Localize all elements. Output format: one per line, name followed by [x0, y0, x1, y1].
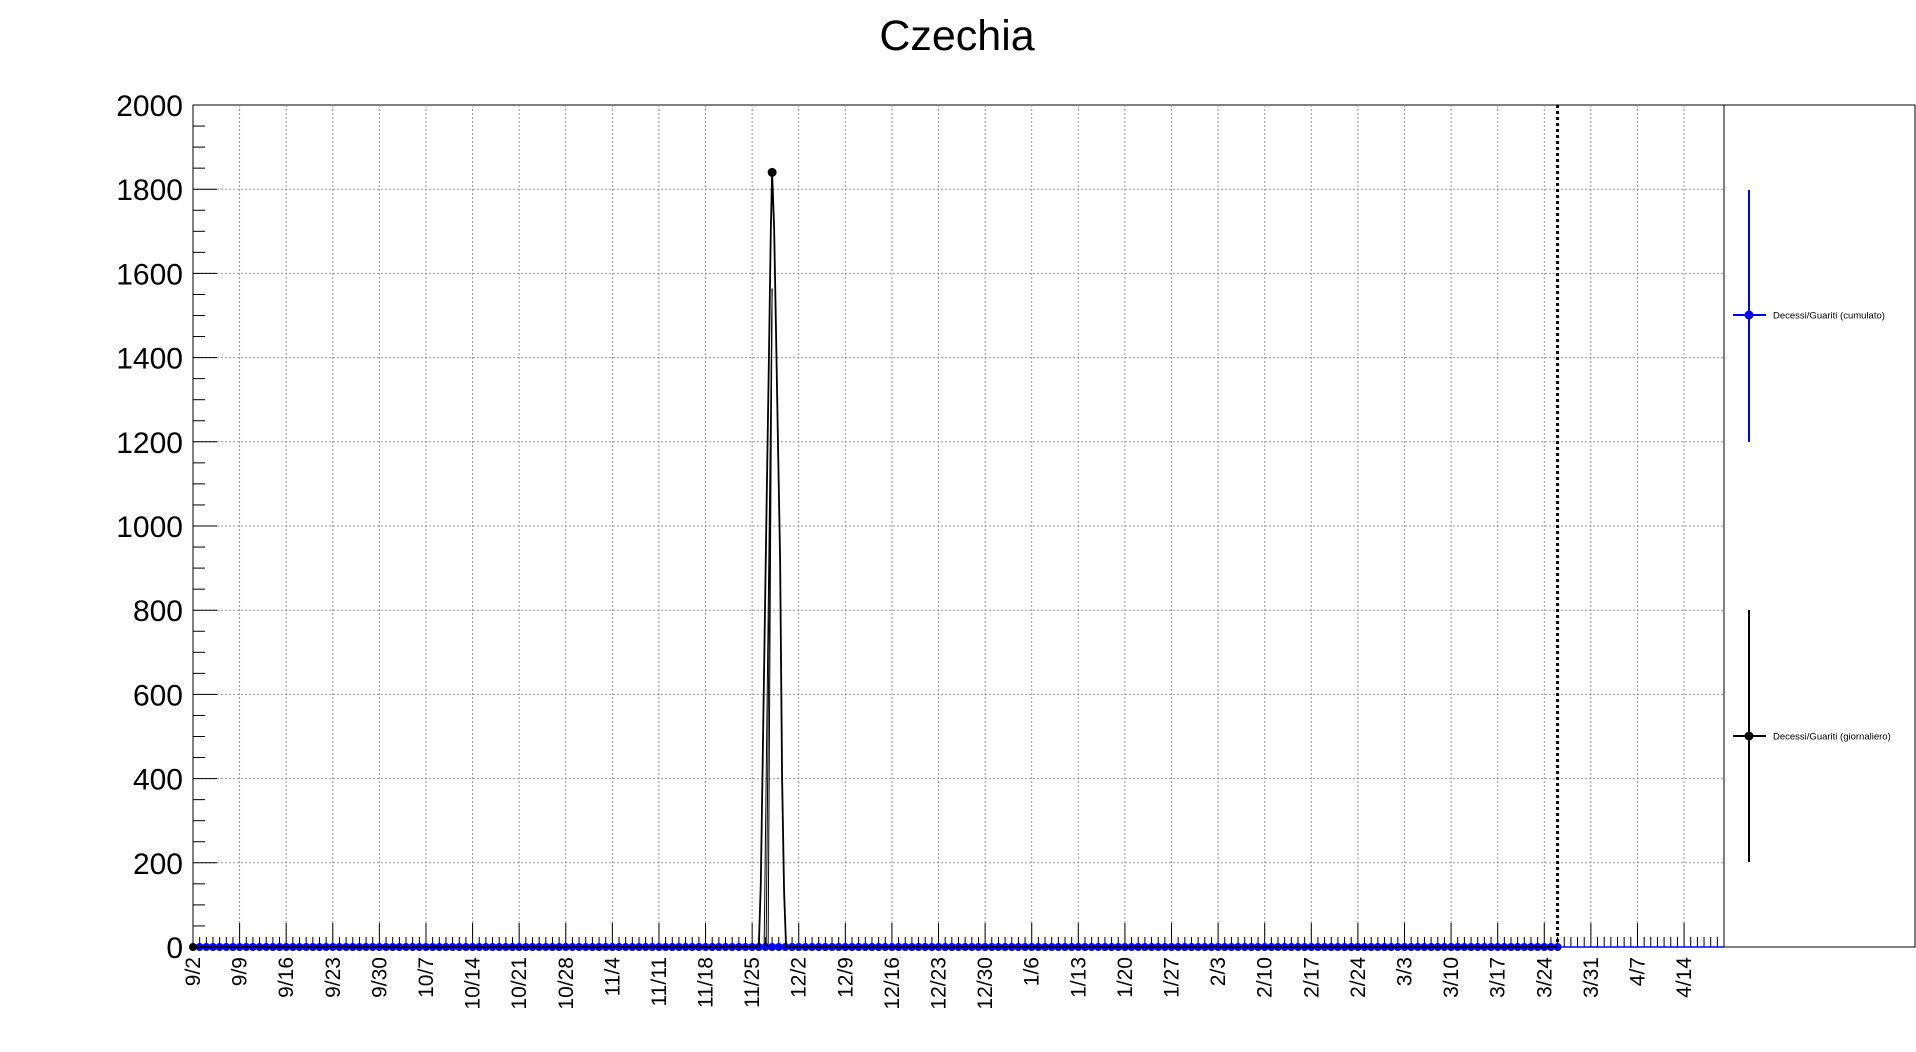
x-tick-label: 11/11 [648, 957, 671, 1006]
x-tick-label: 2/3 [1207, 957, 1230, 986]
x-tick-label: 9/16 [275, 957, 298, 998]
x-tick-label: 9/30 [368, 957, 391, 998]
x-tick-label: 12/9 [834, 957, 857, 998]
cumulative-point [768, 943, 777, 951]
series [189, 105, 1724, 951]
y-tick-label: 800 [133, 595, 183, 628]
legend-label: Decessi/Guariti (cumulato) [1773, 311, 1885, 322]
x-tick-label: 3/3 [1393, 957, 1416, 986]
x-tick-label: 11/18 [695, 957, 718, 1008]
daily-peak-point [767, 167, 777, 177]
x-tick-label: 10/28 [555, 957, 578, 1010]
x-tick-label: 12/2 [788, 957, 811, 998]
legend: Decessi/Guariti (cumulato) Decessi/Guarit… [1733, 190, 1891, 862]
y-tick-label: 200 [133, 848, 183, 881]
x-tick-label: 10/21 [508, 957, 531, 1010]
x-tick-label: 4/14 [1673, 957, 1696, 998]
legend-label: Decessi/Guariti (giornaliero) [1773, 732, 1891, 743]
x-tick-label: 9/2 [182, 957, 205, 986]
y-tick-label: 1000 [116, 511, 183, 544]
x-tick-label: 2/17 [1300, 957, 1323, 998]
x-tick-label: 9/9 [229, 957, 252, 986]
x-tick-label: 11/25 [741, 957, 764, 1008]
x-tick-label: 3/24 [1533, 957, 1556, 998]
y-axis: 0 200 400 600 800 1000 1200 1400 1600 1800 2000 [116, 90, 217, 965]
legend-marker [1744, 731, 1754, 741]
y-tick-label: 1600 [116, 258, 183, 291]
x-tick-label: 1/6 [1021, 957, 1044, 986]
cumulative-point [774, 943, 783, 951]
x-tick-label: 12/30 [974, 957, 997, 1010]
y-tick-label: 1800 [116, 174, 183, 207]
x-tick-label: 10/14 [462, 957, 485, 1010]
x-tick-label: 12/23 [928, 957, 951, 1010]
y-tick-label: 0 [166, 932, 183, 965]
x-tick-label: 3/10 [1440, 957, 1463, 998]
x-tick-label: 11/4 [601, 957, 624, 997]
x-tick-label: 2/24 [1347, 957, 1370, 998]
x-tick-label: 3/31 [1580, 957, 1603, 998]
x-tick-label: 10/7 [415, 957, 438, 998]
y-tick-label: 400 [133, 764, 183, 797]
y-tick-label: 2000 [116, 90, 183, 123]
y-tick-label: 1400 [116, 343, 183, 376]
daily-spike-stroke [767, 288, 773, 948]
x-tick-label: 1/13 [1067, 957, 1090, 998]
y-tick-label: 1200 [116, 427, 183, 460]
x-tick-label: 3/17 [1487, 957, 1510, 998]
x-tick-label: 2/10 [1254, 957, 1277, 998]
legend-marker [1744, 310, 1754, 320]
y-tick-label: 600 [133, 679, 183, 712]
grid [193, 105, 1724, 947]
x-tick-label: 4/7 [1626, 957, 1649, 986]
daily-point [189, 943, 197, 951]
x-tick-label: 1/20 [1114, 957, 1137, 998]
x-tick-label: 1/27 [1161, 957, 1184, 998]
chart-title: Czechia [879, 12, 1034, 60]
x-tick-label: 9/23 [322, 957, 345, 998]
legend-box [1723, 104, 1916, 948]
cumulative-point [761, 943, 770, 951]
x-tick-label: 12/16 [881, 957, 904, 1010]
plot-frame [192, 104, 1916, 948]
